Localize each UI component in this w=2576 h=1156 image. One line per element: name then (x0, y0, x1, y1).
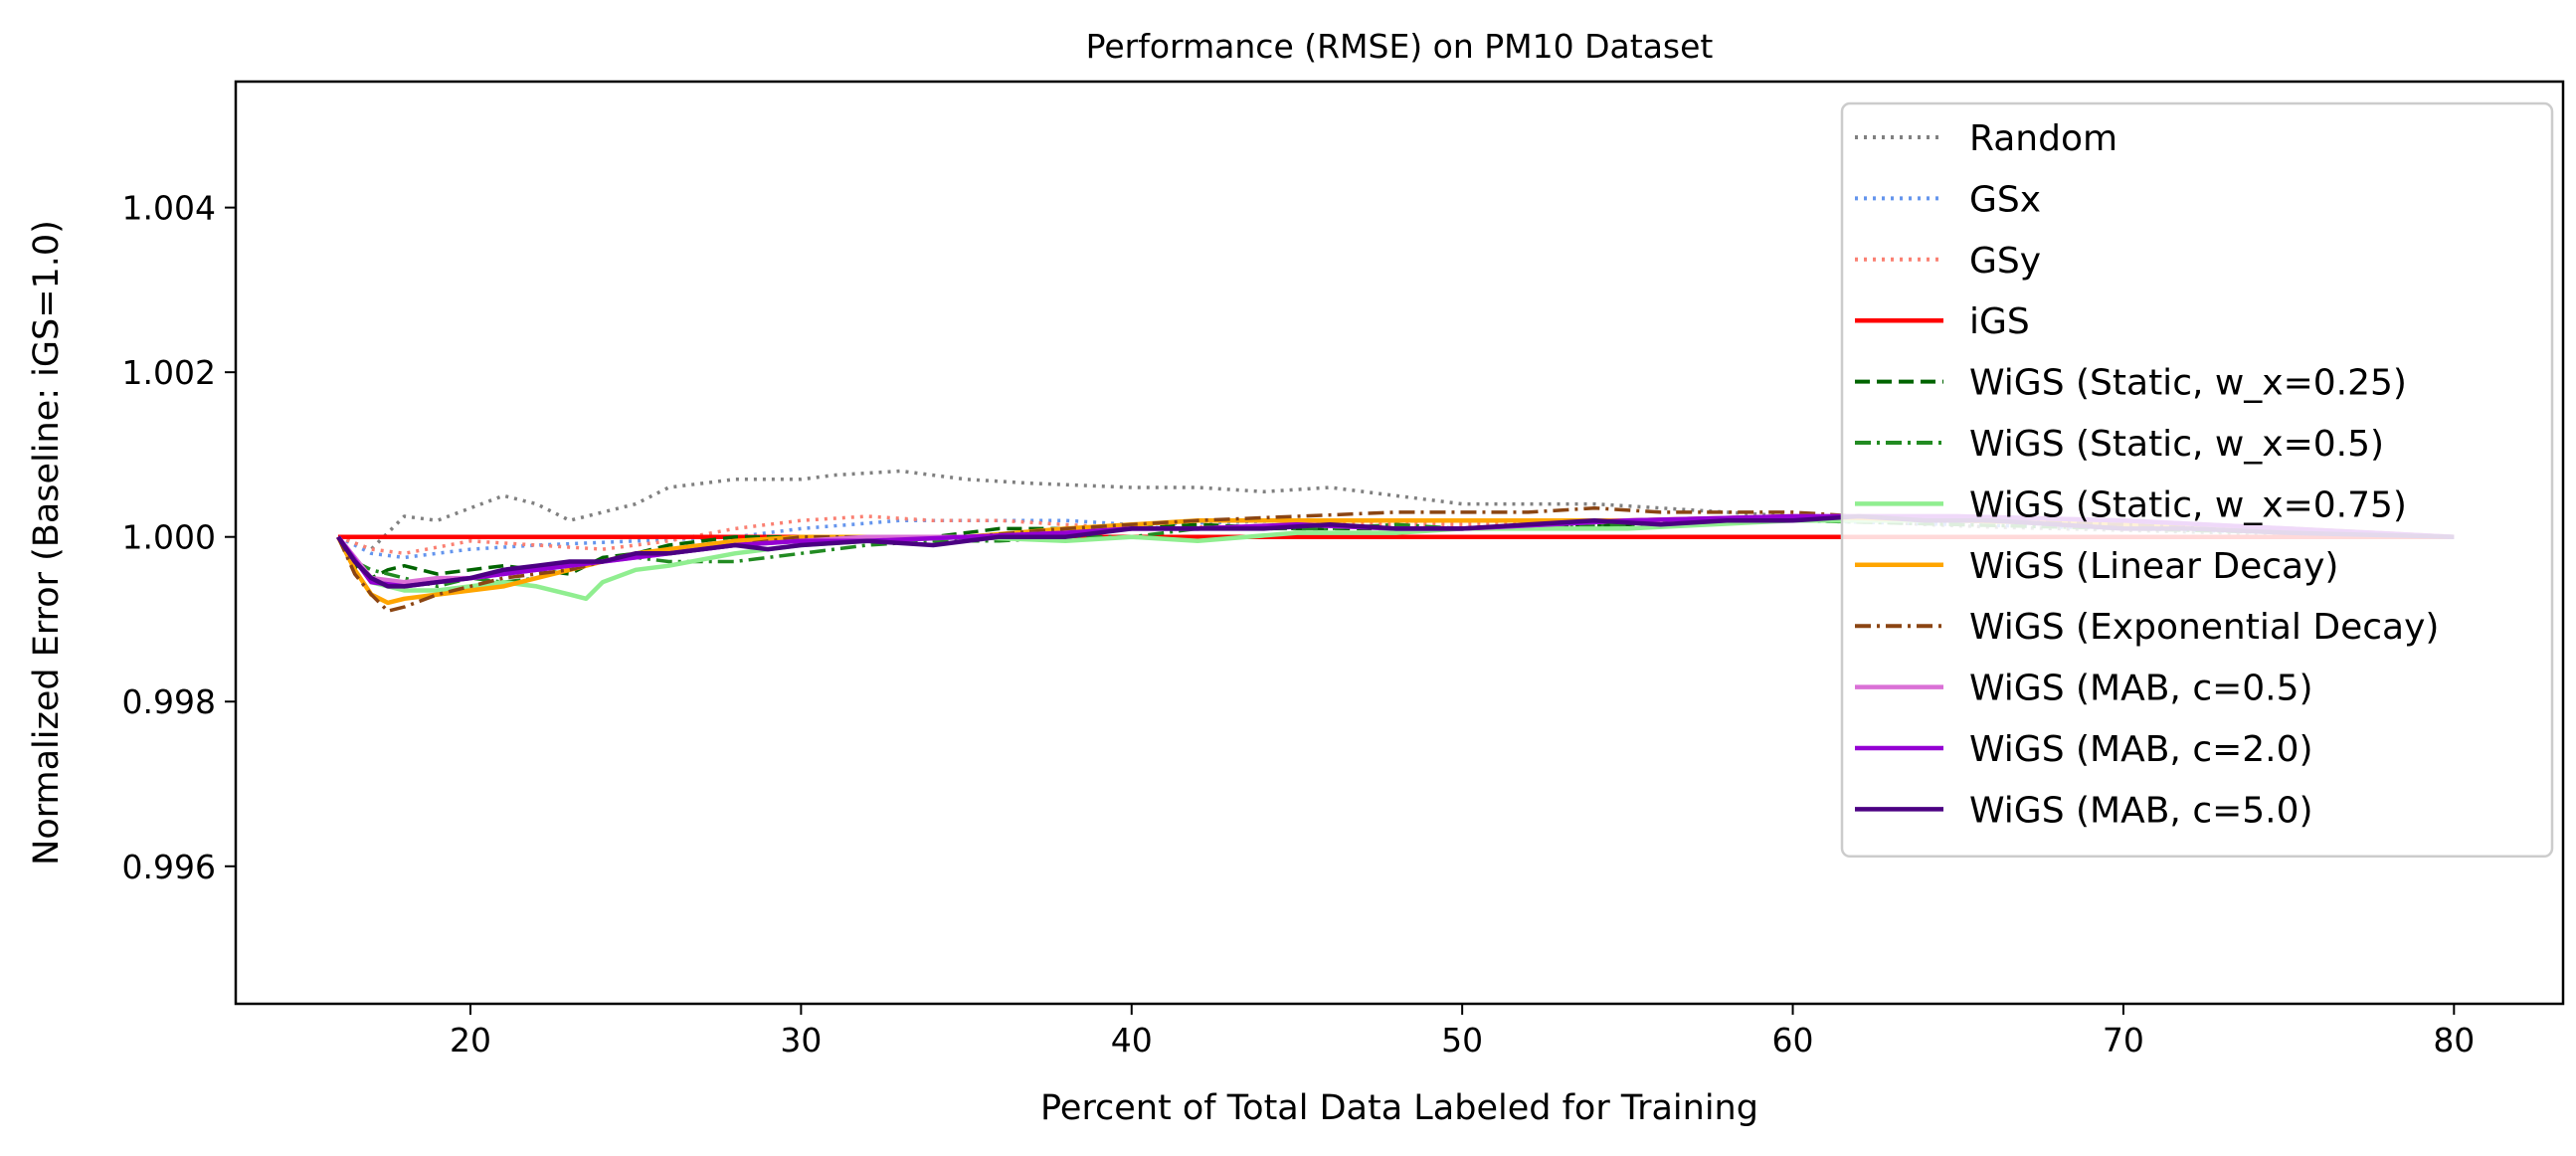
legend-label: WiGS (Exponential Decay) (1969, 607, 2439, 648)
x-tick-label: 20 (450, 1021, 491, 1060)
x-tick-label: 50 (1441, 1021, 1483, 1060)
series-line-wigs-exponential-decay (336, 505, 2455, 613)
y-tick-label: 1.004 (122, 189, 216, 228)
legend-label: WiGS (Linear Decay) (1969, 546, 2338, 587)
legend-label: GSx (1969, 179, 2041, 220)
legend-label: GSy (1969, 241, 2041, 282)
legend-entry: WiGS (Linear Decay) (1855, 546, 2338, 587)
y-tick-label: 0.998 (122, 682, 216, 721)
chart-title: Performance (RMSE) on PM10 Dataset (1086, 27, 1714, 66)
legend-entry: WiGS (MAB, c=2.0) (1855, 729, 2313, 770)
legend-entry: WiGS (Static, w_x=0.5) (1855, 424, 2384, 465)
legend: Random GSx GSy iGS WiGS (Static, w_x=0.25) Wi… (1840, 101, 2554, 859)
x-tick-label: 80 (2433, 1021, 2475, 1060)
legend-entry: GSy (1855, 241, 2041, 282)
legend-label: WiGS (Static, w_x=0.75) (1969, 484, 2407, 525)
legend-entry: Random (1855, 118, 2117, 159)
legend-label: iGS (1969, 301, 2030, 342)
legend-label: WiGS (Static, w_x=0.25) (1969, 363, 2407, 404)
legend-label: WiGS (MAB, c=5.0) (1969, 790, 2313, 831)
y-tick-label: 1.002 (122, 353, 216, 392)
y-axis-label: Normalized Error (Baseline: iGS=1.0) (27, 220, 67, 866)
legend-entry: iGS (1855, 301, 2030, 342)
x-axis-ticks: 20 30 40 50 60 70 80 (450, 1004, 2475, 1060)
legend-entry: WiGS (Static, w_x=0.25) (1855, 363, 2407, 404)
series-line-random (337, 469, 2455, 551)
legend-label: WiGS (MAB, c=0.5) (1969, 669, 2313, 709)
legend-box (1840, 101, 2554, 859)
x-axis-label: Percent of Total Data Labeled for Traini… (1040, 1088, 1758, 1128)
legend-entry: WiGS (Exponential Decay) (1855, 607, 2439, 648)
x-tick-label: 40 (1111, 1021, 1153, 1060)
x-tick-label: 30 (780, 1021, 822, 1060)
legend-label: WiGS (Static, w_x=0.5) (1969, 424, 2384, 465)
legend-entry: WiGS (MAB, c=0.5) (1855, 669, 2313, 709)
legend-entry: WiGS (MAB, c=5.0) (1855, 790, 2313, 831)
legend-entry: GSx (1855, 179, 2041, 220)
x-tick-label: 60 (1772, 1021, 1814, 1060)
x-tick-label: 70 (2103, 1021, 2144, 1060)
y-tick-label: 0.996 (122, 848, 216, 886)
legend-label: Random (1969, 118, 2117, 159)
legend-label: WiGS (MAB, c=2.0) (1969, 729, 2313, 770)
y-axis-ticks: 0.996 0.998 1.000 1.002 1.004 (122, 189, 236, 886)
legend-entry: WiGS (Static, w_x=0.75) (1855, 484, 2407, 525)
plot-frame (234, 80, 2565, 1006)
series-layer (335, 469, 2455, 613)
y-tick-label: 1.000 (122, 518, 216, 557)
